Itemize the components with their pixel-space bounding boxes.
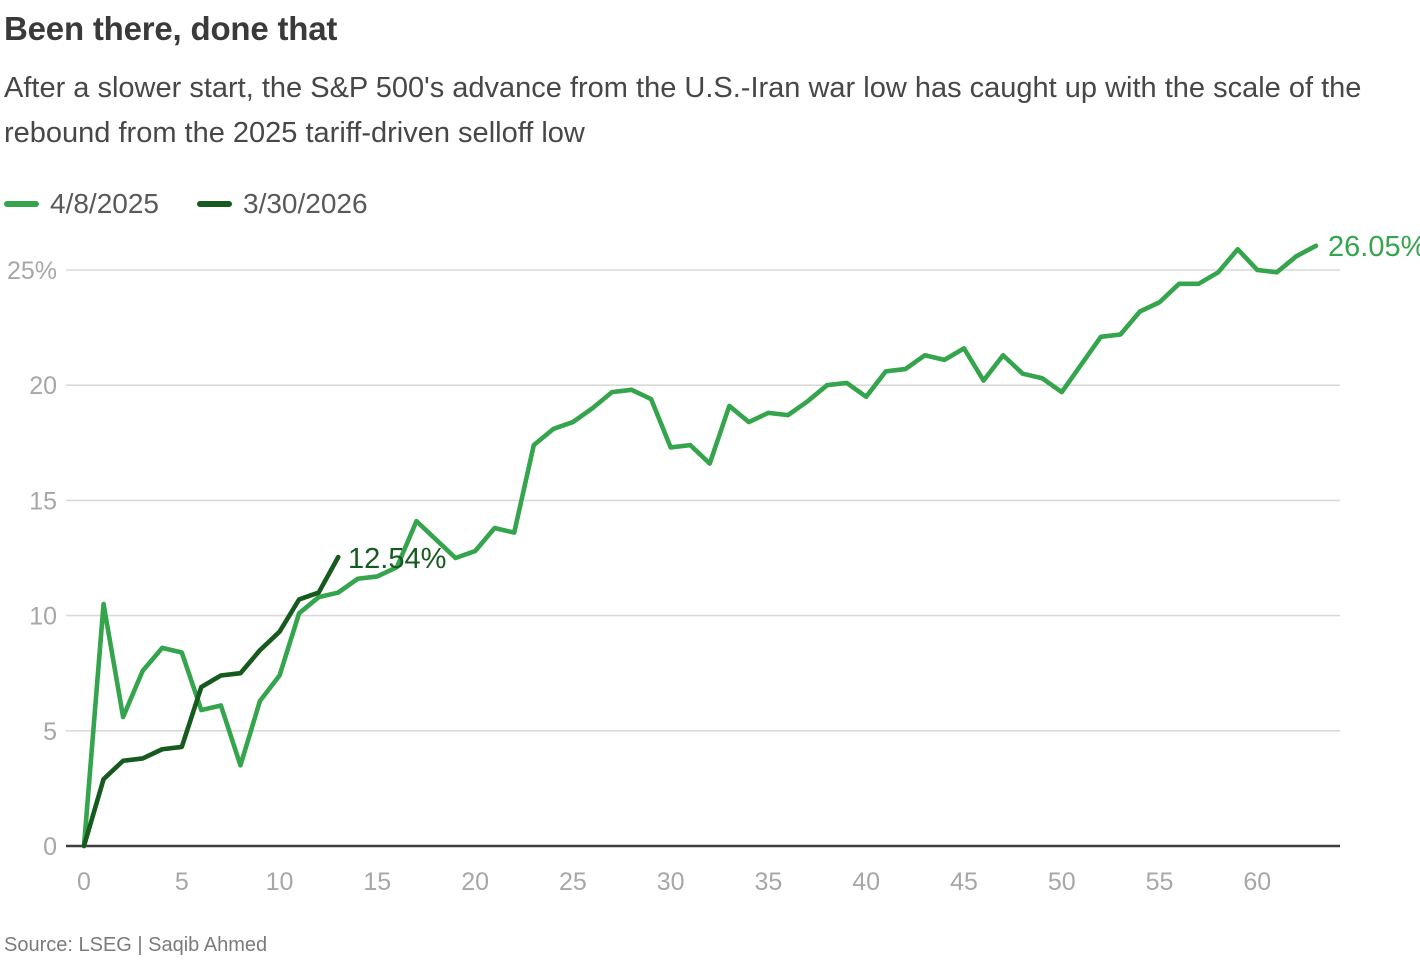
chart-subtitle: After a slower start, the S&P 500's adva… [4,72,1362,149]
legend-swatch-icon [4,201,39,207]
page-title: Been there, done that [4,10,338,47]
x-tick-label: 45 [950,868,978,896]
legend-label: 4/8/2025 [50,188,159,219]
y-tick-label: 15 [29,487,57,515]
x-tick-label: 40 [852,868,880,896]
x-tick-label: 25 [559,868,587,896]
y-tick-label: 25% [7,257,57,285]
x-tick-label: 30 [657,868,685,896]
series-end-label-4-8-2025: 26.05% [1328,231,1420,263]
chart-legend: 4/8/2025 3/30/2026 [4,188,368,220]
legend-swatch-icon [197,201,232,207]
x-tick-label: 0 [77,868,91,896]
y-tick-label: 5 [43,718,57,746]
series-end-label-3-30-2026: 12.54% [348,543,447,575]
x-tick-label: 35 [755,868,783,896]
x-tick-label: 5 [175,868,189,896]
line-chart: 0 5 10 15 20 25% 0 5 10 15 20 25 30 35 40 45 50 55 60 [7,243,1340,896]
x-tick-label: 55 [1146,868,1174,896]
source-note: Source: LSEG | Saqib Ahmed [4,934,268,956]
legend-item-3-30-2026: 3/30/2026 [197,188,368,220]
legend-label: 3/30/2026 [243,188,368,219]
y-tick-label: 0 [43,833,57,861]
x-tick-label: 60 [1243,868,1271,896]
y-tick-label: 10 [29,603,57,631]
x-tick-label: 50 [1048,868,1076,896]
series-line-4-8-2025 [81,243,1319,849]
x-tick-label: 10 [266,868,294,896]
legend-item-4-8-2025: 4/8/2025 [4,188,159,220]
x-tick-label: 15 [363,868,391,896]
y-tick-label: 20 [29,372,57,400]
series-line-3-30-2026 [81,554,341,849]
x-tick-label: 20 [461,868,489,896]
